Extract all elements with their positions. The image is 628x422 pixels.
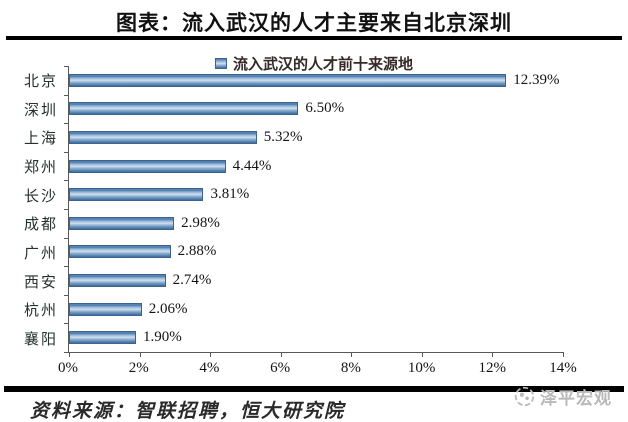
bar-7 <box>69 245 171 259</box>
y-axis-category-labels: 北京深圳上海郑州长沙成都广州西安杭州襄阳 <box>0 66 60 353</box>
x-axis-tick <box>563 352 564 357</box>
y-axis-tick <box>64 94 69 96</box>
category-label-3: 上海 <box>23 131 58 148</box>
x-axis-tick <box>69 352 70 357</box>
x-tick-label-12%: 12% <box>478 360 507 376</box>
x-tick-label-10%: 10% <box>407 360 436 376</box>
legend-marker-icon <box>214 58 227 69</box>
bar-row: 5.32% <box>69 123 563 152</box>
x-axis-tick <box>210 352 212 357</box>
y-axis-tick <box>64 66 69 67</box>
x-axis-tick <box>492 352 494 357</box>
bar-value-label: 2.98% <box>181 214 220 231</box>
legend: 流入武汉的人才前十来源地 <box>0 53 628 74</box>
category-label-1: 北京 <box>23 73 58 90</box>
x-tick-label-14%: 14% <box>549 360 577 376</box>
bar-value-label: 5.32% <box>263 128 303 145</box>
category-label-5: 长沙 <box>23 188 58 205</box>
x-tick-label-8%: 8% <box>340 360 361 376</box>
category-label-6: 成都 <box>23 217 58 234</box>
x-tick-label-0%: 0% <box>58 360 78 376</box>
y-axis-tick <box>64 180 69 182</box>
bar-6 <box>69 216 175 230</box>
bar-row: 2.88% <box>69 238 563 267</box>
bar-4 <box>69 159 226 173</box>
bar-value-label: 6.50% <box>305 100 345 117</box>
y-axis-tick <box>64 323 69 325</box>
title-divider <box>6 36 622 40</box>
source-note: 资料来源：智联招聘，恒大研究院 <box>30 401 346 422</box>
category-label-8: 西安 <box>23 274 58 291</box>
x-axis-tick-labels: 0% 2% 4% 6% 8% 10% 12% 14% <box>58 360 577 380</box>
x-tick-label-6%: 6% <box>270 360 291 376</box>
bar-10 <box>69 331 137 345</box>
bar-value-label: 12.39% <box>513 71 560 88</box>
bar-row: 2.74% <box>69 266 563 295</box>
x-axis-tick <box>139 352 141 357</box>
x-tick-label-2%: 2% <box>128 360 149 376</box>
y-axis-tick <box>64 294 69 296</box>
bar-row: 4.44% <box>69 152 563 181</box>
bar-row: 1.90% <box>69 323 563 352</box>
bar-value-label: 2.88% <box>177 243 217 260</box>
x-tick-label-4%: 4% <box>199 360 220 376</box>
bar-row: 6.50% <box>69 95 563 124</box>
footer-divider <box>4 386 624 392</box>
bar-2 <box>69 102 299 116</box>
x-axis-tick <box>280 352 282 357</box>
bar-1 <box>69 73 507 87</box>
watermark-text: 泽平宏观 <box>540 389 612 408</box>
y-axis-tick <box>64 266 69 268</box>
zeping-logo-icon <box>514 386 535 407</box>
bar-value-label: 1.90% <box>143 329 182 346</box>
bar-3 <box>69 130 257 144</box>
bar-row: 12.39% <box>69 66 563 95</box>
bar-value-label: 2.74% <box>172 271 212 288</box>
category-label-2: 深圳 <box>23 102 58 119</box>
bar-row: 3.81% <box>69 180 563 209</box>
x-axis-tick <box>421 352 423 357</box>
bar-value-label: 4.44% <box>232 157 272 174</box>
bar-5 <box>69 188 204 202</box>
watermark: 泽平宏观 <box>514 384 612 409</box>
bar-9 <box>69 302 142 316</box>
y-axis-tick <box>64 352 69 353</box>
y-axis-tick <box>64 209 69 210</box>
page-title: 图表：流入武汉的人才主要来自北京深圳 <box>116 11 512 35</box>
category-label-10: 襄阳 <box>23 332 58 349</box>
category-label-4: 郑州 <box>23 159 58 176</box>
bar-row: 2.06% <box>69 295 563 324</box>
bar-8 <box>69 273 166 287</box>
bar-row: 2.98% <box>69 209 563 238</box>
y-axis-tick <box>64 123 69 125</box>
y-axis-tick <box>64 237 69 239</box>
category-label-9: 杭州 <box>23 303 58 320</box>
y-axis-tick <box>64 151 69 153</box>
bar-chart-plot-area: 12.39% 6.50% 5.32% 4.44% 3.81% 2.98% 2.88% 2.74… <box>64 66 564 357</box>
bar-value-label: 2.06% <box>148 300 188 317</box>
legend-label: 流入武汉的人才前十来源地 <box>232 57 413 73</box>
category-label-7: 广州 <box>23 246 58 263</box>
x-axis-tick <box>351 352 353 357</box>
bar-value-label: 3.81% <box>210 186 250 203</box>
